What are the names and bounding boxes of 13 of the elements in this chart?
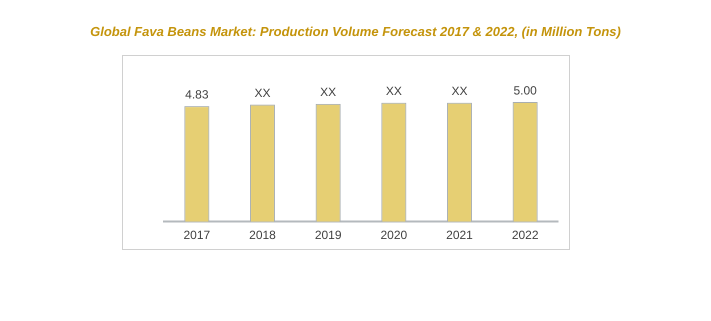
- x-tick-label: 2022: [512, 228, 539, 242]
- data-label: XX: [254, 86, 271, 100]
- data-label: 5.00: [513, 83, 538, 98]
- x-tick-label: 2017: [183, 228, 211, 242]
- x-tick-label: 2019: [314, 228, 342, 242]
- x-tick-label: 2018: [249, 228, 276, 242]
- chart-title: Global Fava Beans Market: Production Volume Forecast 2017 & 2022, (in Million Tons): [89, 24, 622, 39]
- x-tick-label: 2020: [380, 228, 408, 242]
- data-label: 4.83: [185, 87, 209, 102]
- x-tick-label: 2021: [446, 228, 474, 242]
- data-label: XX: [451, 84, 468, 98]
- data-label: XX: [386, 84, 402, 98]
- data-label: XX: [320, 85, 336, 100]
